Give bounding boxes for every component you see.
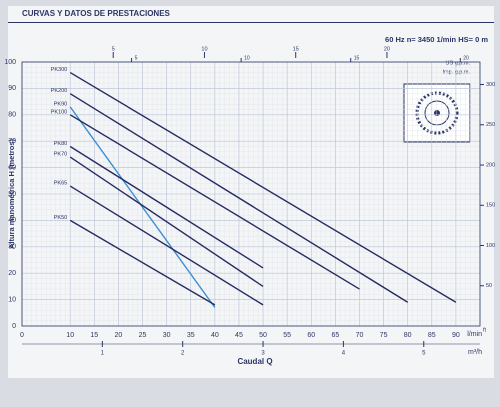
y-tick-label: 20	[8, 270, 16, 277]
x2-tick-label: 20	[384, 46, 390, 52]
series-line	[69, 185, 264, 306]
y2-tick-label: 300	[486, 82, 495, 88]
series-label: PK65	[54, 181, 67, 187]
y2-tick-label: 100	[486, 243, 495, 249]
x2-unit: US g.p.m.	[446, 60, 471, 66]
y-tick-label: 80	[8, 112, 16, 119]
y-tick-label: 60	[8, 164, 16, 171]
x3-tick-label: 10	[244, 55, 250, 61]
x-tick-label: 60	[307, 332, 315, 339]
x3-tick-label: 15	[354, 55, 360, 61]
series-line	[69, 106, 216, 308]
x-tick-label: 65	[331, 332, 339, 339]
series-label: PK90	[54, 101, 67, 107]
chart-title: CURVAS Y DATOS DE PRESTACIONES	[22, 9, 171, 18]
series-line	[69, 156, 264, 287]
x2-tick-label: 10	[201, 46, 207, 52]
x-tick-label: 20	[115, 332, 123, 339]
paper	[8, 6, 494, 378]
series-line	[69, 71, 457, 303]
series-label: PK100	[51, 109, 68, 115]
x-tick-label: 80	[404, 332, 412, 339]
y-tick-label: 90	[8, 85, 16, 92]
y-tick-label: 40	[8, 217, 16, 224]
y-tick-label: 30	[8, 244, 16, 251]
x4-tick-label: 4	[342, 351, 346, 357]
x-tick-label: 0	[20, 332, 24, 339]
header-rule	[8, 22, 494, 23]
x-tick-label: 15	[90, 332, 98, 339]
y-axis-label: Altura manométrica H (metros)	[7, 138, 16, 249]
x-tick-label: 70	[356, 332, 364, 339]
x-tick-label: 35	[187, 332, 195, 339]
y-tick-label: 100	[4, 59, 16, 66]
x-tick-label: 90	[452, 332, 460, 339]
x-tick-label: 85	[428, 332, 436, 339]
x4-tick-label: 1	[101, 351, 105, 357]
chart-subtitle: 60 Hz n= 3450 1/min HS= 0 m	[385, 35, 488, 44]
x-tick-label: 30	[163, 332, 171, 339]
series-label: PK50	[54, 215, 67, 221]
x4-tick-label: 3	[261, 351, 265, 357]
x4-tick-label: 2	[181, 351, 185, 357]
x-axis-label: Caudal Q	[237, 357, 272, 366]
x-tick-label: 25	[139, 332, 147, 339]
x4-tick-label: 5	[422, 351, 426, 357]
series-label: PK300	[51, 67, 68, 73]
series-line	[69, 114, 360, 290]
x2-tick-label: 15	[293, 46, 299, 52]
series-label: PK200	[51, 88, 68, 94]
y2-tick-label: 50	[486, 283, 492, 289]
x4-unit: m³/h	[468, 349, 482, 356]
x3-tick-label: 5	[135, 55, 138, 61]
x-tick-label: 50	[259, 332, 267, 339]
y2-tick-label: 250	[486, 122, 495, 128]
y-tick-label: 50	[8, 191, 16, 198]
series-line	[69, 145, 264, 269]
series-line	[69, 219, 216, 306]
x-unit: l/min	[467, 331, 482, 338]
x-tick-label: 45	[235, 332, 243, 339]
x3-tick-label: 20	[463, 55, 469, 61]
x-tick-label: 10	[66, 332, 74, 339]
y-tick-label: 70	[8, 138, 16, 145]
y2-unit: ft	[483, 327, 487, 333]
x-tick-label: 55	[283, 332, 291, 339]
x-tick-label: 40	[211, 332, 219, 339]
y-tick-label: 0	[12, 323, 16, 330]
impeller-icon	[403, 83, 471, 143]
y2-tick-label: 150	[486, 203, 495, 209]
y-tick-label: 10	[8, 296, 16, 303]
plot-frame	[21, 61, 481, 327]
x2-tick-label: 5	[112, 46, 115, 52]
series-label: PK80	[54, 141, 67, 147]
series-label: PK70	[54, 151, 67, 157]
x-tick-label: 75	[380, 332, 388, 339]
series-line	[69, 93, 409, 303]
y2-tick-label: 200	[486, 162, 495, 168]
